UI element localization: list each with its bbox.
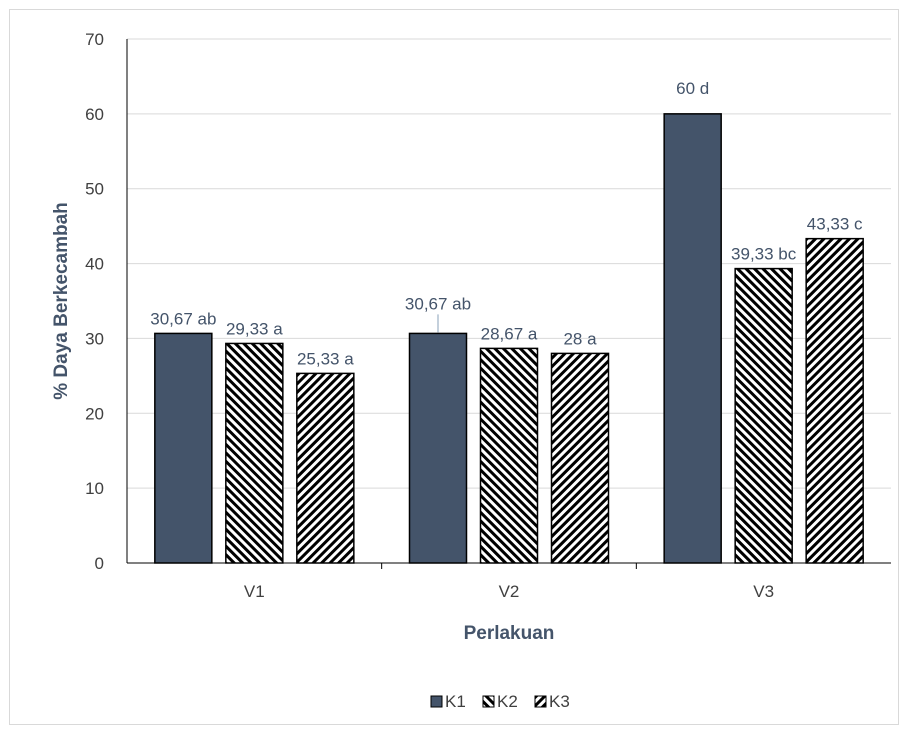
data-label: 29,33 a bbox=[226, 319, 283, 338]
legend-swatch-k3 bbox=[534, 695, 547, 708]
bar-k1-v1 bbox=[154, 332, 213, 564]
data-label: 25,33 a bbox=[297, 349, 354, 368]
data-label: 60 d bbox=[676, 79, 709, 98]
bar-k2-v1 bbox=[225, 342, 284, 564]
data-label: 30,67 ab bbox=[150, 309, 216, 328]
data-label: 30,67 ab bbox=[405, 294, 471, 313]
data-label: 28 a bbox=[563, 329, 597, 348]
legend-label-k3: K3 bbox=[549, 692, 570, 711]
y-axis-title: % Daya Berkecambah bbox=[51, 202, 72, 400]
data-label: 39,33 bc bbox=[731, 245, 797, 264]
data-label: 28,67 a bbox=[481, 324, 538, 343]
y-tick-label: 50 bbox=[85, 180, 104, 199]
bar-k2-v3 bbox=[734, 267, 793, 564]
axes: 0 10 20 30 40 50 60 70 V1 V2 V3 bbox=[85, 30, 891, 601]
x-tick-label: V1 bbox=[244, 582, 265, 601]
bar-k1-v3 bbox=[663, 113, 722, 564]
legend-label-k2: K2 bbox=[497, 692, 518, 711]
x-axis-title: Perlakuan bbox=[464, 623, 555, 644]
legend-swatch-k2 bbox=[482, 695, 495, 708]
y-tick-label: 20 bbox=[85, 404, 104, 423]
bar-k3-v2 bbox=[550, 352, 610, 564]
legend: K1 K2 K3 bbox=[430, 692, 570, 711]
x-tick-label: V3 bbox=[753, 582, 774, 601]
x-tick-label: V2 bbox=[499, 582, 520, 601]
y-tick-label: 60 bbox=[85, 105, 104, 124]
y-tick-label: 40 bbox=[85, 255, 104, 274]
legend-swatch-k1 bbox=[430, 695, 443, 708]
legend-label-k1: K1 bbox=[445, 692, 466, 711]
y-tick-label: 70 bbox=[85, 30, 104, 49]
y-tick-label: 30 bbox=[85, 329, 104, 348]
y-tick-label: 10 bbox=[85, 479, 104, 498]
bars bbox=[154, 113, 864, 564]
y-tick-label: 0 bbox=[95, 554, 104, 573]
bar-k2-v2 bbox=[479, 347, 539, 564]
bar-k3-v3 bbox=[805, 237, 864, 564]
data-labels: 30,67 ab 29,33 a 25,33 a 30,67 ab 28,67 a 28 … bbox=[150, 79, 863, 369]
bar-k1-v2 bbox=[408, 332, 468, 564]
bar-k3-v1 bbox=[296, 372, 355, 564]
data-label: 43,33 c bbox=[807, 215, 863, 234]
